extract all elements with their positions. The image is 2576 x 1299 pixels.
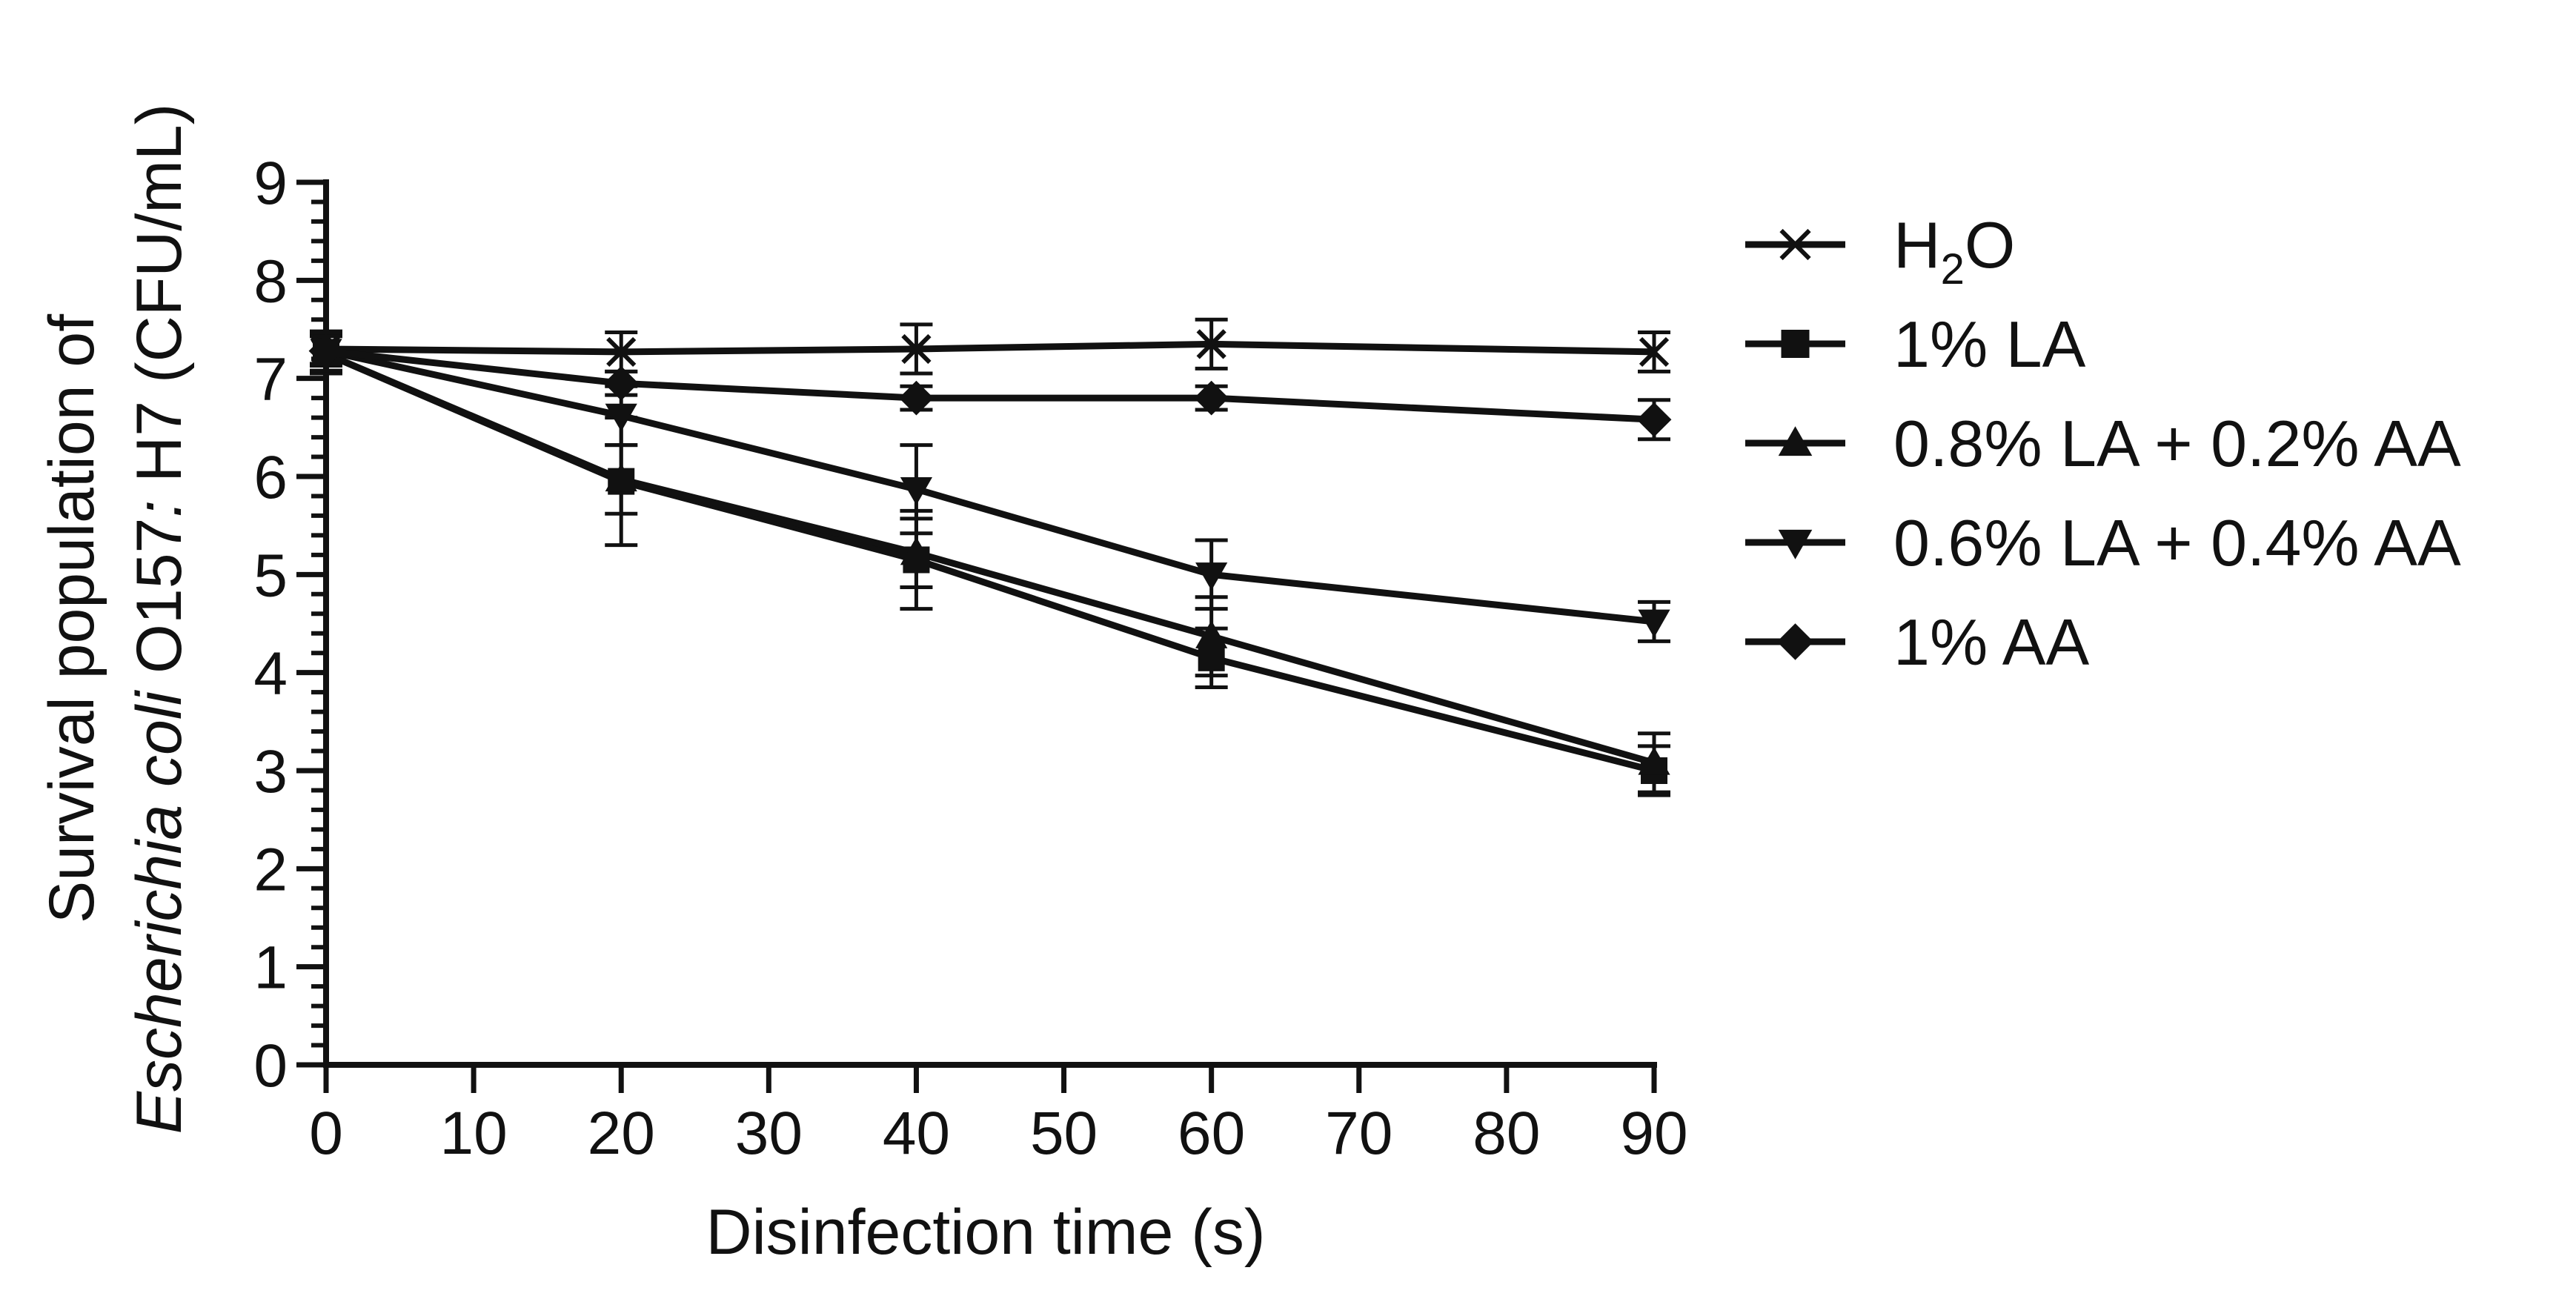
legend-item-1-aa: 1% AA — [1745, 605, 2089, 679]
x-axis-title: Disinfection time (s) — [706, 1197, 1265, 1268]
legend-marker — [1779, 228, 1811, 261]
legend-item-1-la: 1% LA — [1745, 308, 2086, 381]
legend-label: 1% LA — [1893, 308, 2086, 381]
legend-label: 1% AA — [1893, 605, 2089, 679]
y-axis-title-line2: Escherichia coli O157: H7 (CFU/mL) — [124, 104, 195, 1134]
data-point-1-aa — [899, 380, 934, 416]
data-point-1-la — [1198, 644, 1225, 671]
y-tick-label: 7 — [253, 346, 288, 413]
legend-item-0-8-la-0-2-aa: 0.8% LA + 0.2% AA — [1745, 407, 2461, 480]
data-point-0-8-la-0-2-aa — [1638, 746, 1670, 775]
series-lines — [325, 340, 1656, 774]
data-point-0-8-la-0-2-aa — [605, 463, 637, 492]
y-tick-label: 9 — [253, 150, 288, 217]
data-point-1-aa — [1636, 402, 1672, 437]
y-axis-title-genus: Escherichia coli — [124, 689, 195, 1134]
x-tick-label: 30 — [735, 1100, 803, 1167]
legend-label: 0.8% LA + 0.2% AA — [1893, 407, 2461, 480]
data-point-0-8-la-0-2-aa — [900, 536, 933, 565]
legend-marker — [1778, 426, 1813, 456]
data-point-h2o-stroke — [901, 333, 932, 365]
y-axis-title-line1: Survival population of — [36, 313, 107, 923]
data-point-h2o-stroke — [1196, 329, 1226, 359]
y-tick-label: 1 — [253, 934, 288, 1002]
y-tick-label: 2 — [253, 836, 288, 903]
x-tick-label: 50 — [1030, 1100, 1098, 1167]
legend-marker — [1781, 330, 1810, 358]
y-tick-label: 6 — [253, 444, 288, 511]
y-axis-title-colon: : — [124, 500, 195, 518]
legend-marker — [1778, 529, 1813, 559]
y-axis-title-rest: H7 (CFU/mL) — [124, 104, 195, 500]
x-tick-label: 90 — [1620, 1100, 1687, 1167]
legend: H2O 1% LA 0.8% LA + 0.2% AA 0.6% LA + 0.4% … — [1745, 208, 2461, 679]
legend-label-tail: O — [1965, 208, 2015, 282]
data-point-1-aa — [603, 365, 639, 401]
legend-label: 0.6% LA + 0.4% AA — [1893, 506, 2461, 579]
data-point-h2o — [1639, 336, 1670, 368]
legend-marker-stroke — [1779, 228, 1811, 261]
data-point-0-6-la-0-4-aa — [900, 477, 933, 505]
legend-item-0-6-la-0-4-aa: 0.6% LA + 0.4% AA — [1745, 506, 2461, 579]
markers — [308, 329, 1672, 784]
x-tick-label: 10 — [440, 1100, 508, 1167]
y-tick-label: 4 — [253, 640, 288, 708]
data-point-h2o-stroke — [1639, 336, 1670, 368]
y-tick-label: 3 — [253, 738, 288, 805]
y-tick-label: 8 — [253, 247, 288, 315]
data-point-0-8-la-0-2-aa — [1195, 620, 1228, 648]
y-tick-label: 0 — [253, 1032, 288, 1100]
data-point-h2o-stroke — [606, 336, 637, 368]
series-line-1-aa — [325, 348, 1655, 423]
data-point-h2o — [1196, 329, 1226, 359]
legend-label-subscript: 2 — [1941, 245, 1965, 293]
data-point-0-6-la-0-4-aa — [1195, 562, 1228, 591]
x-tick-label: 60 — [1178, 1100, 1245, 1167]
data-point-0-6-la-0-4-aa — [605, 403, 637, 432]
data-point-h2o — [606, 336, 637, 368]
data-point-1-aa — [308, 333, 344, 369]
data-point-0-6-la-0-4-aa — [1638, 609, 1670, 638]
x-tick-label: 20 — [588, 1100, 655, 1167]
y-tick-label: 5 — [253, 542, 288, 609]
x-tick-label: 70 — [1325, 1100, 1392, 1167]
data-point-h2o — [901, 333, 932, 365]
legend-label: H2O — [1893, 208, 2015, 293]
legend-item-h2o: H2O — [1745, 208, 2015, 293]
data-point-1-aa — [1194, 380, 1229, 416]
series-line-0-8-la-0-2-aa — [325, 351, 1656, 766]
legend-marker — [1776, 623, 1814, 660]
y-axis-title-strain: O157 — [124, 518, 195, 691]
x-tick-label: 80 — [1473, 1100, 1540, 1167]
x-tick-label: 40 — [883, 1100, 950, 1167]
series-line-h2o — [325, 340, 1655, 356]
x-tick-label: 0 — [309, 1100, 343, 1167]
legend-label-main: H — [1893, 208, 1941, 282]
